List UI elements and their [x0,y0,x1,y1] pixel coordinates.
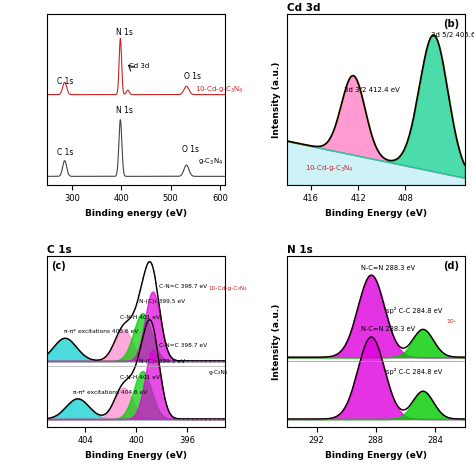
X-axis label: Binding Energy (eV): Binding Energy (eV) [325,451,427,460]
Text: C-N=C 398.7 eV: C-N=C 398.7 eV [159,284,207,289]
X-axis label: Binding energy (eV): Binding energy (eV) [85,209,187,218]
Text: N-(C)₃ 399.5 eV: N-(C)₃ 399.5 eV [139,299,185,304]
Text: C-N=C 398.7 eV: C-N=C 398.7 eV [159,343,207,348]
Text: N-C=N 288.3 eV: N-C=N 288.3 eV [361,265,415,271]
Text: 10-: 10- [447,319,457,324]
Text: Cd 3d: Cd 3d [287,3,320,13]
Text: π-π* excitations 404.6 eV: π-π* excitations 404.6 eV [73,390,147,395]
X-axis label: Binding Energy (eV): Binding Energy (eV) [85,451,187,460]
Text: C-N-H 401 eV: C-N-H 401 eV [119,374,160,380]
Text: N-(C)₃ 399.5 eV: N-(C)₃ 399.5 eV [139,359,185,365]
Text: Cd 3d: Cd 3d [129,63,149,69]
Text: C 1s: C 1s [57,77,73,86]
Text: 3d 3/2 412.4 eV: 3d 3/2 412.4 eV [344,87,400,93]
Text: 10-Cd-g-C₃N₄: 10-Cd-g-C₃N₄ [209,286,247,292]
Text: 3d 5/2 405.6 eV: 3d 5/2 405.6 eV [431,32,474,38]
Text: N 1s: N 1s [117,28,133,37]
X-axis label: Binding Energy (eV): Binding Energy (eV) [325,209,427,218]
Text: π-π* excitations 405.6 eV: π-π* excitations 405.6 eV [64,329,138,334]
Text: (b): (b) [443,19,459,29]
Text: sp² C-C 284.8 eV: sp² C-C 284.8 eV [386,307,442,314]
Text: N-C=N 288.3 eV: N-C=N 288.3 eV [361,326,415,332]
Text: g-C$_3$N$_4$: g-C$_3$N$_4$ [198,156,223,167]
Text: (d): (d) [443,261,459,271]
Text: N 1s: N 1s [117,106,133,115]
Text: g-C₃N₄: g-C₃N₄ [209,370,228,374]
Text: sp² C-C 284.8 eV: sp² C-C 284.8 eV [386,367,442,374]
Text: 10-Cd-g-C$_3$N$_4$: 10-Cd-g-C$_3$N$_4$ [195,85,244,95]
Y-axis label: Intensity (a.u.): Intensity (a.u.) [273,61,282,137]
Y-axis label: Intensity (a.u.): Intensity (a.u.) [273,303,282,380]
Text: O 1s: O 1s [182,145,199,154]
Text: N 1s: N 1s [287,246,313,255]
Text: (c): (c) [51,261,66,271]
Text: C-N-H 401 eV: C-N-H 401 eV [119,315,160,320]
Text: 10-Cd-g-C$_3$N$_4$: 10-Cd-g-C$_3$N$_4$ [305,164,354,174]
Text: C 1s: C 1s [57,148,73,157]
Text: C 1s: C 1s [47,246,72,255]
Text: O 1s: O 1s [184,72,201,81]
